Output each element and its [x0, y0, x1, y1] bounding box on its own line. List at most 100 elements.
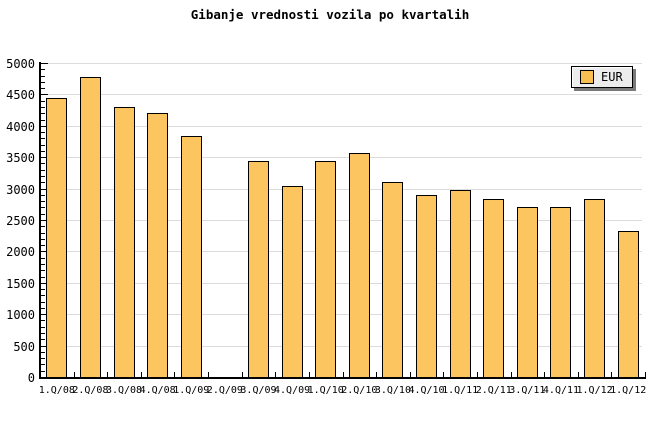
y-tick-label: 3500 [6, 151, 35, 166]
y-minor-tick [41, 263, 45, 265]
y-minor-tick [41, 257, 45, 259]
x-tick-label: 1.Q/11 [442, 385, 479, 396]
bar [416, 194, 438, 377]
y-major-tick [41, 188, 48, 190]
y-tick-label: 1000 [6, 308, 35, 323]
x-tick-label: 1.Q/12 [576, 385, 613, 396]
y-minor-tick [41, 213, 45, 215]
x-tick-label: 2.Q/11 [475, 385, 512, 396]
y-minor-tick [41, 119, 45, 121]
x-tick-label: 4.Q/09 [274, 385, 311, 396]
y-major-tick [41, 94, 48, 96]
y-tick-label: 0 [27, 371, 35, 385]
y-minor-tick [41, 75, 45, 77]
y-major-tick [41, 345, 48, 347]
y-major-tick [41, 220, 48, 221]
y-minor-tick [41, 176, 45, 178]
x-axis [39, 377, 646, 379]
y-minor-tick [41, 351, 45, 353]
x-tick [645, 372, 646, 377]
y-tick-label: 4500 [6, 88, 35, 103]
gridline [42, 314, 642, 316]
legend-label: EUR [601, 70, 623, 84]
x-tick [409, 372, 411, 377]
bar [281, 186, 303, 377]
y-minor-tick [41, 138, 45, 140]
x-tick [611, 372, 613, 377]
y-tick-label: 5000 [6, 57, 35, 71]
x-tick [510, 372, 512, 377]
y-major-tick [41, 125, 48, 127]
x-tick-label: 3.Q/08 [105, 385, 143, 396]
bar [483, 199, 505, 377]
x-tick [107, 372, 109, 377]
bar [382, 182, 404, 377]
gridline [42, 220, 642, 221]
gridline [42, 251, 642, 253]
y-axis [39, 62, 41, 378]
chart-title: Gibanje vrednosti vozila po kvartalih [190, 7, 470, 22]
bar [113, 106, 135, 377]
x-tick-label: 4.Q/08 [139, 385, 176, 396]
y-minor-tick [41, 144, 45, 146]
x-tick [342, 372, 344, 377]
bar [46, 98, 68, 377]
x-tick [544, 372, 546, 377]
bar [315, 160, 337, 377]
x-tick [275, 372, 277, 377]
x-tick-label: 3.Q/11 [509, 385, 546, 396]
y-minor-tick [41, 81, 45, 83]
x-tick [443, 372, 445, 377]
x-tick [73, 372, 75, 377]
y-tick-label: 3000 [6, 182, 35, 197]
gridline [42, 345, 642, 347]
y-minor-tick [41, 333, 45, 335]
x-tick-label: 1.Q/09 [173, 385, 210, 396]
bar [247, 160, 269, 377]
y-minor-tick [41, 370, 45, 372]
y-major-tick [41, 251, 48, 253]
x-tick-label: 1.Q/12 [610, 385, 647, 396]
x-tick-label: 1.Q/08 [38, 385, 75, 396]
x-tick-label: 3.Q/09 [240, 385, 277, 396]
y-major-tick [41, 157, 48, 159]
y-minor-tick [41, 150, 45, 152]
bar [617, 231, 639, 377]
y-minor-tick [41, 358, 45, 360]
x-tick [577, 372, 579, 377]
y-minor-tick [41, 238, 45, 240]
bar [79, 77, 101, 377]
y-minor-tick [41, 301, 45, 303]
y-tick-label: 2000 [6, 245, 35, 260]
legend-swatch-icon [580, 70, 594, 84]
gridline [42, 188, 642, 190]
y-tick-label: 1500 [6, 276, 35, 291]
y-minor-tick [41, 69, 45, 71]
x-tick [308, 372, 310, 377]
x-tick-label: 2.Q/08 [72, 385, 109, 396]
bar [180, 136, 202, 377]
y-minor-tick [41, 169, 45, 171]
x-tick [174, 372, 176, 377]
bar [348, 152, 370, 377]
x-tick-label: 4.Q/10 [408, 385, 445, 396]
y-minor-tick [41, 364, 45, 366]
y-minor-tick [41, 207, 45, 209]
y-minor-tick [41, 326, 45, 328]
bar [449, 189, 471, 377]
y-major-tick [41, 314, 48, 316]
bar [584, 198, 606, 377]
y-minor-tick [41, 295, 45, 297]
y-minor-tick [41, 132, 45, 134]
y-minor-tick [41, 201, 45, 203]
y-tick-label: 2500 [6, 214, 35, 228]
x-tick [140, 372, 142, 377]
y-minor-tick [41, 289, 45, 291]
legend[interactable]: EUR [571, 66, 633, 88]
y-tick-label: 500 [13, 339, 35, 354]
gridline [42, 282, 642, 284]
y-minor-tick [41, 226, 45, 228]
y-minor-tick [41, 270, 45, 272]
y-minor-tick [41, 276, 45, 278]
y-minor-tick [41, 106, 45, 108]
